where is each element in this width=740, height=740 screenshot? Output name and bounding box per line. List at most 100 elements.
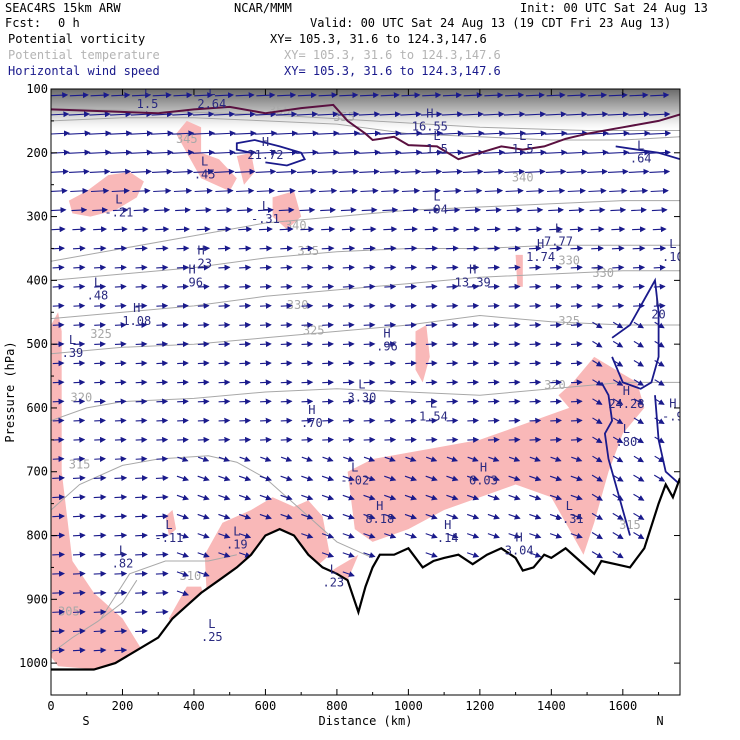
wind-arrow — [529, 302, 542, 309]
wind-arrow — [463, 92, 483, 99]
wind-arrow — [176, 532, 190, 539]
wind-arrow — [587, 168, 608, 175]
wind-arrow — [155, 570, 169, 577]
wind-arrow — [342, 379, 355, 386]
extremum-L: L — [69, 333, 76, 347]
wind-arrow — [384, 417, 397, 424]
wind-speed-contour — [615, 145, 680, 161]
wind-arrow — [89, 111, 111, 118]
wind-arrow — [114, 570, 128, 577]
wind-arrow — [177, 302, 189, 309]
y-tick-label: 800 — [26, 529, 48, 543]
wind-arrow — [507, 226, 522, 233]
wind-arrow — [88, 149, 112, 156]
wind-arrow — [632, 226, 646, 233]
wind-arrow — [358, 130, 381, 137]
wind-arrow — [51, 92, 69, 99]
wind-arrow — [466, 226, 481, 233]
extremum-H: H — [469, 263, 476, 277]
wind-arrow — [529, 379, 542, 386]
wind-arrow — [633, 340, 645, 348]
wind-arrow — [425, 264, 438, 271]
wind-arrow — [529, 494, 542, 501]
pv-1.5-contour — [51, 103, 680, 161]
wind-arrow — [318, 187, 338, 194]
wind-arrow — [382, 207, 399, 214]
wind-arrow — [467, 302, 480, 309]
wind-arrow — [363, 283, 376, 290]
wind-arrow — [93, 226, 108, 233]
wind-arrow — [633, 512, 645, 520]
wind-arrow — [405, 360, 417, 367]
wind-arrow — [425, 552, 438, 558]
wind-arrow — [301, 494, 314, 501]
x-tick-label: 600 — [255, 699, 277, 713]
wind-arrow — [114, 264, 127, 271]
wind-arrow — [648, 130, 672, 137]
wind-arrow — [94, 360, 106, 367]
wind-arrow — [296, 130, 319, 137]
wind-arrow — [93, 570, 107, 577]
wind-arrow — [467, 283, 480, 290]
wind-arrow — [133, 207, 150, 214]
wind-arrow — [467, 264, 480, 271]
wind-arrow — [550, 360, 562, 367]
wind-arrow — [171, 130, 195, 137]
wind-arrow — [570, 475, 583, 482]
wind-arrow — [135, 609, 148, 616]
wind-arrow — [177, 436, 189, 443]
wind-arrow — [591, 474, 603, 482]
wind-arrow — [258, 207, 274, 214]
wind-arrow — [446, 322, 459, 328]
wind-arrow — [155, 532, 169, 539]
wind-arrow — [52, 570, 66, 577]
extremum-value: 7.77 — [544, 234, 573, 248]
wind-arrow — [425, 513, 438, 520]
wind-arrow — [405, 436, 417, 443]
wind-arrow — [69, 92, 89, 99]
wind-arrow — [446, 513, 459, 520]
wind-arrow — [114, 322, 127, 328]
wind-arrow — [544, 130, 568, 137]
wind-arrow — [565, 130, 589, 137]
wind-arrow — [256, 187, 276, 194]
terrain-line — [51, 477, 680, 671]
wind-arrow — [405, 302, 417, 309]
wind-arrow — [197, 475, 210, 482]
wind-arrow — [258, 226, 273, 233]
wind-arrow — [114, 360, 127, 367]
extremum-value: 2.64 — [197, 97, 226, 111]
wind-arrow — [425, 245, 439, 252]
wind-arrow — [322, 417, 334, 424]
wind-arrow — [633, 493, 645, 501]
wind-arrow — [135, 302, 148, 309]
wind-arrow — [591, 512, 603, 520]
wind-arrow — [52, 379, 65, 386]
wind-arrow — [109, 130, 133, 137]
wind-arrow — [487, 264, 501, 271]
wind-arrow — [342, 417, 355, 424]
y-tick-label: 200 — [26, 146, 48, 160]
wind-arrow — [52, 283, 65, 290]
wind-arrow — [275, 130, 298, 137]
wind-arrow — [71, 207, 88, 214]
wind-arrow — [569, 226, 584, 233]
wind-arrow — [550, 417, 562, 424]
field-wind-xy: XY= 105.3, 31.6 to 124.3,147.6 — [284, 64, 501, 78]
wind-arrow — [52, 398, 65, 405]
wind-arrow — [301, 302, 314, 309]
wind-arrow — [280, 302, 293, 309]
wind-arrow — [508, 475, 521, 482]
wind-arrow — [383, 245, 397, 252]
wind-arrow — [446, 302, 459, 309]
wind-arrow — [52, 322, 65, 328]
wind-arrow — [155, 475, 169, 482]
wind-arrow — [280, 436, 293, 443]
wind-arrow — [462, 168, 484, 175]
wind-arrow — [632, 245, 646, 252]
wind-arrow — [529, 532, 542, 539]
wind-arrow — [52, 513, 66, 520]
wind-arrow — [72, 628, 86, 635]
wind-arrow — [633, 436, 645, 444]
theta-label: 315 — [619, 518, 641, 532]
